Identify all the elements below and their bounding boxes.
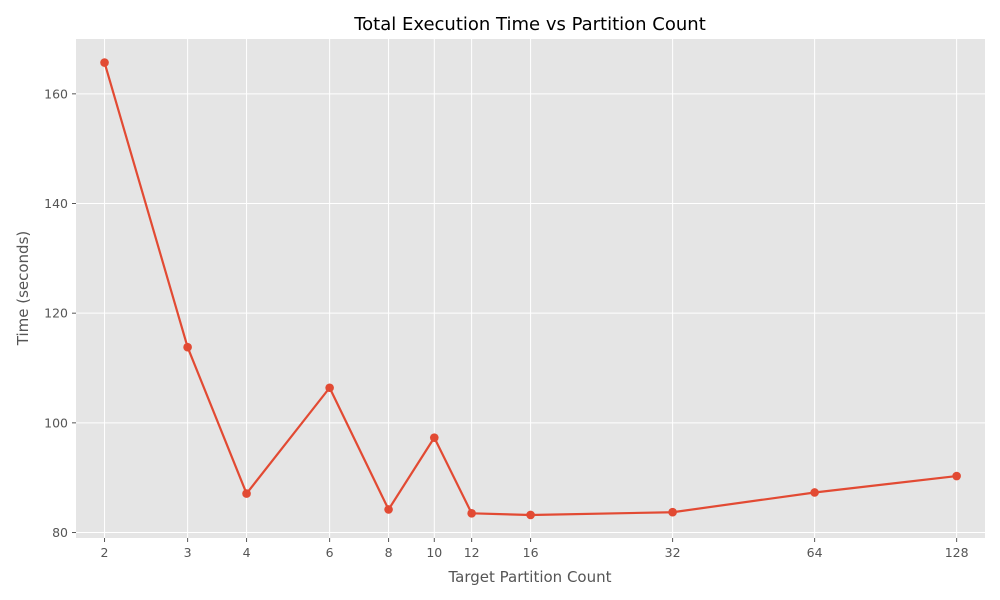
y-tick-label: 120 [44,306,68,321]
series [100,58,961,520]
data-point [668,507,677,517]
data-point [952,471,961,481]
x-tick-label: 32 [665,545,681,560]
ticks: 2 3 4 6 8 10 12 16 32 64 128 80 100 120 140 160 [44,86,968,560]
x-axis-label: Target Partition Count [447,568,611,586]
data-point [429,433,439,442]
grid [76,39,985,538]
x-tick-label: 2 [101,545,109,560]
data-point [526,510,535,520]
y-tick-label: 100 [44,415,68,430]
x-tick-label: 16 [523,545,539,560]
x-tick-label: 128 [945,545,969,560]
x-tick-label: 64 [807,545,823,560]
x-tick-label: 10 [426,545,442,560]
chart-title: Total Execution Time vs Partition Count [353,14,706,35]
x-tick-label: 4 [243,545,251,560]
data-point [242,489,251,498]
x-tick-label: 8 [385,545,393,560]
data-point [810,488,819,497]
x-tick-label: 12 [464,545,480,560]
data-point [467,509,476,518]
x-tick-label: 6 [326,545,334,560]
data-point [100,58,109,67]
data-point [183,342,192,352]
data-point [384,505,393,514]
y-tick-label: 160 [44,86,68,101]
x-tick-label: 3 [184,545,192,560]
data-point [325,383,334,393]
y-axis-label: Time (seconds) [14,231,32,347]
y-tick-label: 140 [44,196,68,211]
y-tick-label: 80 [52,525,68,540]
